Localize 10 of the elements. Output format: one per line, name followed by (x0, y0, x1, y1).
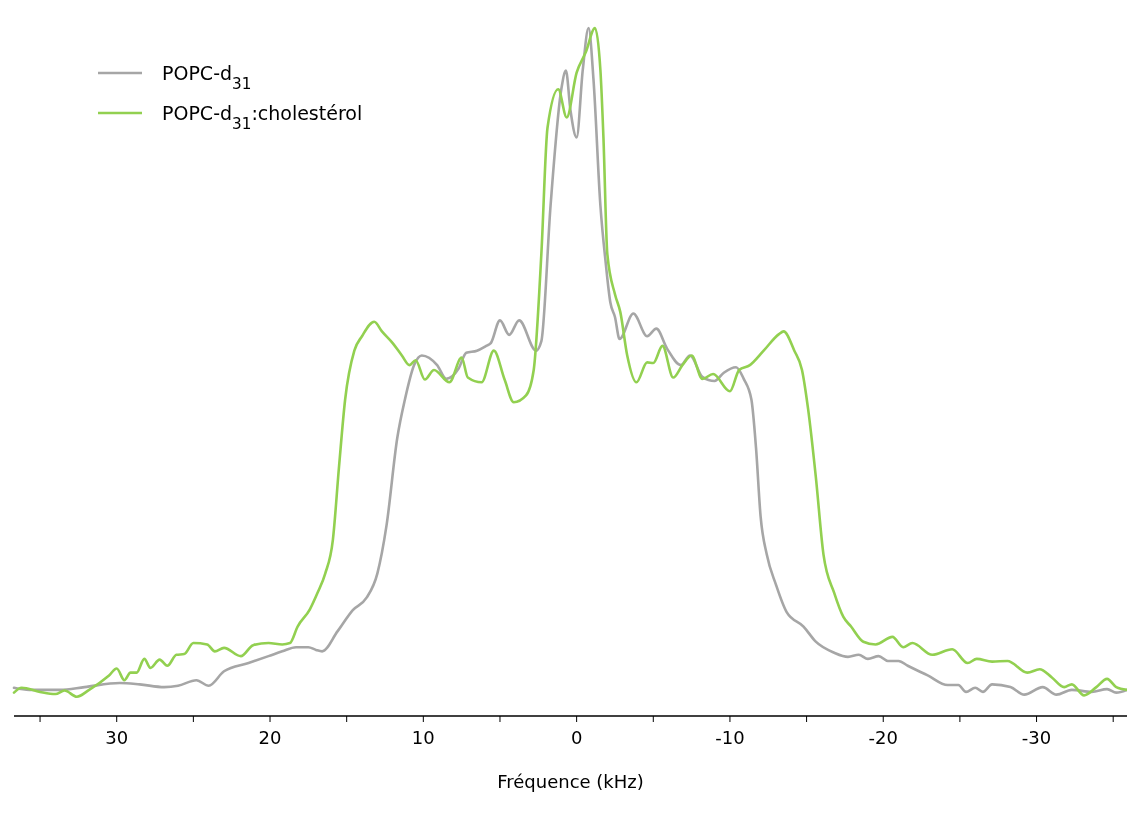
x-tick-label: 30 (105, 727, 129, 748)
x-tick-label: 20 (258, 727, 282, 748)
x-tick-label: -30 (1021, 727, 1052, 748)
x-tick-label: 10 (411, 727, 435, 748)
x-tick-label: -10 (715, 727, 745, 748)
x-tick-label: -20 (868, 727, 898, 748)
x-axis-title: Fréquence (kHz) (497, 771, 644, 792)
x-tick-label: 0 (570, 727, 583, 748)
legend-label: POPC-d$_{31}$ (162, 62, 252, 93)
legend-label: POPC-d$_{31}$:cholestérol (162, 102, 363, 133)
